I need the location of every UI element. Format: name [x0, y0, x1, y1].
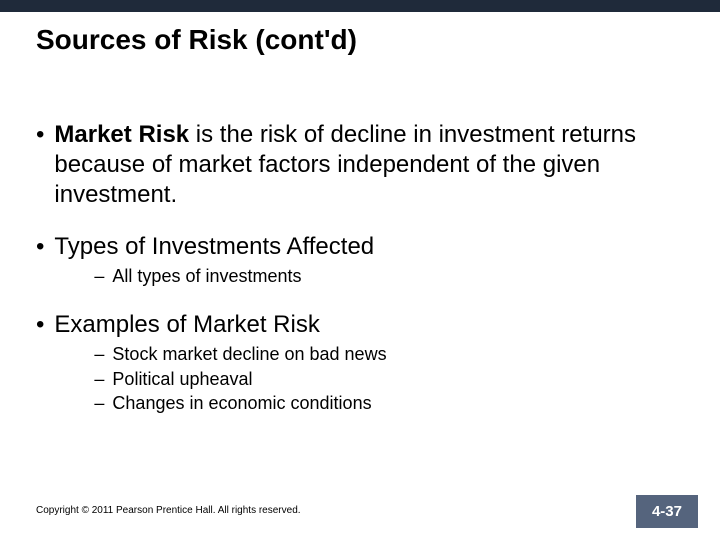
slide: Sources of Risk (cont'd) • Market Risk i… — [0, 0, 720, 540]
slide-body: • Market Risk is the risk of decline in … — [36, 120, 684, 437]
sub-item: – Changes in economic conditions — [94, 391, 684, 415]
sub-item-text: Political upheaval — [112, 367, 684, 391]
sub-item-text: Changes in economic conditions — [112, 391, 684, 415]
dash-marker: – — [94, 391, 112, 415]
bullet-marker: • — [36, 310, 54, 415]
sub-list: – Stock market decline on bad news – Pol… — [94, 342, 684, 415]
bullet-marker: • — [36, 232, 54, 288]
dash-marker: – — [94, 264, 112, 288]
bullet-text: Examples of Market Risk — [54, 311, 319, 338]
sub-item: – Political upheaval — [94, 367, 684, 391]
sub-item-text: All types of investments — [112, 264, 684, 288]
bullet-bold-term: Market Risk — [54, 121, 189, 148]
bullet-item: • Examples of Market Risk – Stock market… — [36, 310, 684, 415]
bullet-marker: • — [36, 120, 54, 210]
copyright-footer: Copyright © 2011 Pearson Prentice Hall. … — [36, 505, 301, 516]
slide-title: Sources of Risk (cont'd) — [36, 24, 357, 56]
page-number-box: 4-37 — [636, 495, 698, 528]
dash-marker: – — [94, 342, 112, 366]
sub-item: – Stock market decline on bad news — [94, 342, 684, 366]
sub-item: – All types of investments — [94, 264, 684, 288]
top-accent-bar — [0, 0, 720, 12]
bullet-text: Types of Investments Affected — [54, 233, 374, 260]
dash-marker: – — [94, 367, 112, 391]
bullet-item: • Market Risk is the risk of decline in … — [36, 120, 684, 210]
sub-list: – All types of investments — [94, 264, 684, 288]
bullet-item: • Types of Investments Affected – All ty… — [36, 232, 684, 288]
sub-item-text: Stock market decline on bad news — [112, 342, 684, 366]
